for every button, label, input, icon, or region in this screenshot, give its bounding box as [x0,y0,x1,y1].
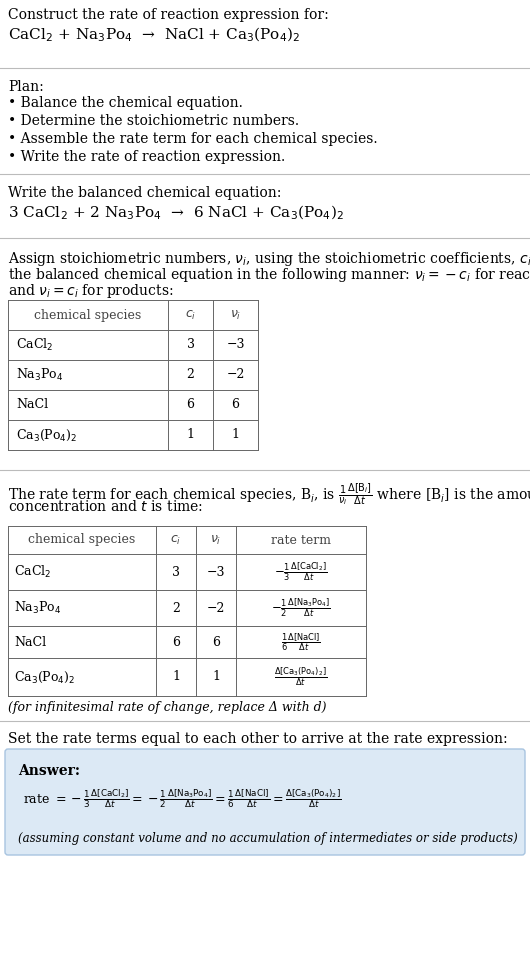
Text: rate term: rate term [271,534,331,547]
Text: Set the rate terms equal to each other to arrive at the rate expression:: Set the rate terms equal to each other t… [8,732,508,746]
Text: concentration and $t$ is time:: concentration and $t$ is time: [8,499,203,514]
Text: $\frac{1}{6}\frac{\Delta[\mathrm{NaCl}]}{\Delta t}$: $\frac{1}{6}\frac{\Delta[\mathrm{NaCl}]}… [281,631,321,653]
Text: (for infinitesimal rate of change, replace Δ with d): (for infinitesimal rate of change, repla… [8,701,326,714]
Text: Na$_3$Po$_4$: Na$_3$Po$_4$ [14,600,61,616]
Text: Construct the rate of reaction expression for:: Construct the rate of reaction expressio… [8,8,329,22]
Text: −2: −2 [207,601,225,615]
Text: CaCl$_2$ + Na$_3$Po$_4$  →  NaCl + Ca$_3$(Po$_4$)$_2$: CaCl$_2$ + Na$_3$Po$_4$ → NaCl + Ca$_3$(… [8,26,300,44]
Text: NaCl: NaCl [16,398,48,412]
Text: chemical species: chemical species [29,534,136,547]
Text: CaCl$_2$: CaCl$_2$ [14,564,51,580]
Text: (assuming constant volume and no accumulation of intermediates or side products): (assuming constant volume and no accumul… [18,832,518,845]
Text: 3: 3 [172,565,180,579]
Text: Write the balanced chemical equation:: Write the balanced chemical equation: [8,186,281,200]
Text: 6: 6 [232,398,240,412]
Text: $c_i$: $c_i$ [170,534,182,547]
Text: • Balance the chemical equation.: • Balance the chemical equation. [8,96,243,110]
Text: $\frac{\Delta[\mathrm{Ca}_3(\mathrm{Po}_4)_2]}{\Delta t}$: $\frac{\Delta[\mathrm{Ca}_3(\mathrm{Po}_… [275,666,328,688]
Text: −2: −2 [226,369,245,382]
Text: $-\frac{1}{3}\frac{\Delta[\mathrm{CaCl}_2]}{\Delta t}$: $-\frac{1}{3}\frac{\Delta[\mathrm{CaCl}_… [275,561,328,584]
Text: $\nu_i$: $\nu_i$ [230,308,241,321]
Text: Na$_3$Po$_4$: Na$_3$Po$_4$ [16,367,64,383]
Text: The rate term for each chemical species, B$_i$, is $\frac{1}{\nu_i}\frac{\Delta[: The rate term for each chemical species,… [8,482,530,508]
Text: Ca$_3$(Po$_4$)$_2$: Ca$_3$(Po$_4$)$_2$ [16,427,77,442]
Text: and $\nu_i = c_i$ for products:: and $\nu_i = c_i$ for products: [8,282,173,300]
Text: 1: 1 [172,671,180,683]
Text: Assign stoichiometric numbers, $\nu_i$, using the stoichiometric coefficients, $: Assign stoichiometric numbers, $\nu_i$, … [8,250,530,268]
Text: • Determine the stoichiometric numbers.: • Determine the stoichiometric numbers. [8,114,299,128]
Text: 2: 2 [172,601,180,615]
FancyBboxPatch shape [5,749,525,855]
Text: −3: −3 [226,339,245,351]
Text: 1: 1 [232,428,240,441]
Text: • Write the rate of reaction expression.: • Write the rate of reaction expression. [8,150,285,164]
Text: 6: 6 [172,635,180,648]
Text: • Assemble the rate term for each chemical species.: • Assemble the rate term for each chemic… [8,132,377,146]
Text: 6: 6 [187,398,195,412]
Text: Answer:: Answer: [18,764,80,778]
Text: 6: 6 [212,635,220,648]
Text: 1: 1 [212,671,220,683]
Text: $c_i$: $c_i$ [185,308,196,321]
Text: 2: 2 [187,369,195,382]
Text: rate $= -\frac{1}{3}\frac{\Delta[\mathrm{CaCl}_2]}{\Delta t} = -\frac{1}{2}\frac: rate $= -\frac{1}{3}\frac{\Delta[\mathrm… [23,787,341,810]
Text: Plan:: Plan: [8,80,44,94]
Text: $-\frac{1}{2}\frac{\Delta[\mathrm{Na}_3\mathrm{Po}_4]}{\Delta t}$: $-\frac{1}{2}\frac{\Delta[\mathrm{Na}_3\… [271,596,331,619]
Text: −3: −3 [207,565,225,579]
Text: 3: 3 [187,339,195,351]
Text: NaCl: NaCl [14,635,46,648]
Text: 1: 1 [187,428,195,441]
Text: the balanced chemical equation in the following manner: $\nu_i = -c_i$ for react: the balanced chemical equation in the fo… [8,266,530,284]
Text: $\nu_i$: $\nu_i$ [210,534,222,547]
Text: 3 CaCl$_2$ + 2 Na$_3$Po$_4$  →  6 NaCl + Ca$_3$(Po$_4$)$_2$: 3 CaCl$_2$ + 2 Na$_3$Po$_4$ → 6 NaCl + C… [8,204,344,223]
Text: CaCl$_2$: CaCl$_2$ [16,337,54,353]
Text: Ca$_3$(Po$_4$)$_2$: Ca$_3$(Po$_4$)$_2$ [14,670,75,684]
Text: chemical species: chemical species [34,308,142,321]
